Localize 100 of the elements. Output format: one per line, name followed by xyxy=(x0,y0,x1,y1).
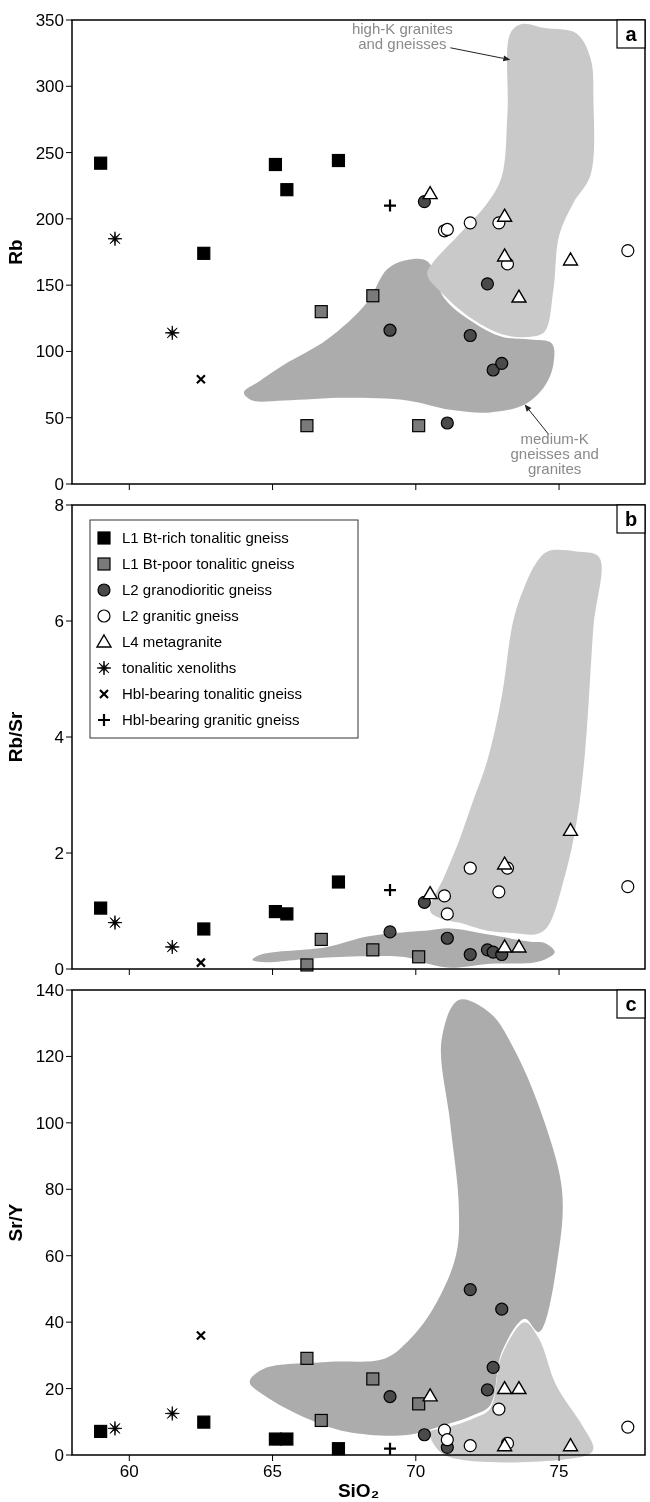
x-tick-label: 75 xyxy=(549,1462,569,1481)
legend-label: Hbl-bearing tonalitic gneiss xyxy=(122,685,303,703)
legend-label: L4 metagranite xyxy=(122,633,223,651)
point xyxy=(280,907,294,921)
point xyxy=(562,822,579,837)
point xyxy=(280,183,294,197)
point xyxy=(463,328,477,343)
point xyxy=(314,1413,328,1428)
point xyxy=(412,1397,426,1411)
point xyxy=(496,208,513,222)
point xyxy=(366,1372,380,1386)
point xyxy=(331,875,346,889)
point xyxy=(195,957,207,968)
legend-label: tonalitic xenoliths xyxy=(122,659,237,677)
y-tick-label: 0 xyxy=(54,1445,64,1465)
point xyxy=(164,939,180,955)
point xyxy=(107,1421,123,1436)
point xyxy=(383,323,397,337)
annotation: b xyxy=(624,508,638,530)
point xyxy=(495,356,509,370)
point xyxy=(562,1438,579,1452)
point xyxy=(331,1442,346,1456)
annotation: a xyxy=(625,23,638,45)
point xyxy=(164,1406,180,1421)
point xyxy=(463,216,477,230)
annotation: high-K granites and gneisses xyxy=(351,19,453,52)
point xyxy=(412,950,426,964)
point xyxy=(495,1302,509,1316)
point xyxy=(366,943,380,957)
point xyxy=(107,231,123,247)
annotation: c xyxy=(625,993,637,1015)
legend-label: Hbl-bearing granitic gneiss xyxy=(122,711,300,729)
point xyxy=(417,1428,431,1442)
point xyxy=(383,925,397,939)
point xyxy=(440,1433,454,1447)
y-tick-label: 50 xyxy=(45,408,64,428)
point xyxy=(486,363,500,377)
point xyxy=(331,153,346,168)
point xyxy=(440,907,454,921)
point xyxy=(511,939,527,953)
point xyxy=(463,861,477,875)
point xyxy=(382,1441,398,1456)
point xyxy=(422,885,438,900)
point xyxy=(94,1424,108,1439)
point xyxy=(562,252,579,266)
y-tick-label: 0 xyxy=(54,959,64,979)
annotation: medium-K gneisses and granites xyxy=(510,430,599,478)
x-tick-label: 60 xyxy=(119,1462,139,1481)
point xyxy=(94,156,108,170)
point xyxy=(492,885,506,899)
point xyxy=(300,958,314,972)
x-tick-label: 70 xyxy=(406,1462,426,1481)
point xyxy=(511,289,527,303)
point xyxy=(300,1351,314,1365)
point xyxy=(463,1282,477,1297)
point xyxy=(314,305,328,319)
x-axis-title: SiO₂ xyxy=(337,1480,380,1501)
y-axis-title: Rb xyxy=(5,239,26,265)
y-tick-label: 120 xyxy=(35,1047,64,1067)
point xyxy=(496,856,513,870)
point xyxy=(422,185,438,200)
legend-label: L1 Bt-poor tonalitic gneiss xyxy=(122,555,295,573)
point xyxy=(480,1383,495,1397)
y-tick-label: 300 xyxy=(35,77,64,97)
point xyxy=(440,931,454,945)
y-tick-label: 140 xyxy=(35,980,64,1000)
point xyxy=(197,1415,211,1429)
y-tick-label: 100 xyxy=(35,342,64,362)
point xyxy=(382,883,398,898)
point xyxy=(164,325,180,341)
point xyxy=(511,1380,527,1395)
point xyxy=(366,289,380,303)
y-tick-label: 80 xyxy=(45,1180,64,1200)
point xyxy=(496,1380,513,1395)
point xyxy=(463,1439,477,1453)
point xyxy=(486,1360,500,1374)
y-axis-title: Sr/Y xyxy=(5,1203,26,1242)
y-tick-label: 8 xyxy=(54,495,64,515)
y-tick-label: 4 xyxy=(54,727,64,747)
y-tick-label: 100 xyxy=(35,1113,64,1133)
point xyxy=(437,889,452,903)
y-tick-label: 350 xyxy=(35,10,64,30)
y-tick-label: 6 xyxy=(54,611,64,631)
point xyxy=(268,157,283,172)
x-tick-label: 65 xyxy=(263,1462,283,1481)
point xyxy=(496,939,513,953)
y-tick-label: 0 xyxy=(54,474,64,494)
point xyxy=(314,932,328,947)
point xyxy=(463,947,477,962)
point xyxy=(197,922,211,936)
y-tick-label: 60 xyxy=(45,1246,64,1266)
point xyxy=(195,1330,207,1341)
point xyxy=(107,915,123,930)
y-tick-label: 40 xyxy=(45,1313,64,1333)
point xyxy=(496,248,513,262)
legend-label: L2 granodioritic gneiss xyxy=(122,581,273,599)
y-tick-label: 200 xyxy=(35,209,64,229)
legend-label: L2 granitic gneiss xyxy=(122,607,239,625)
point xyxy=(300,419,314,433)
point xyxy=(94,901,108,915)
